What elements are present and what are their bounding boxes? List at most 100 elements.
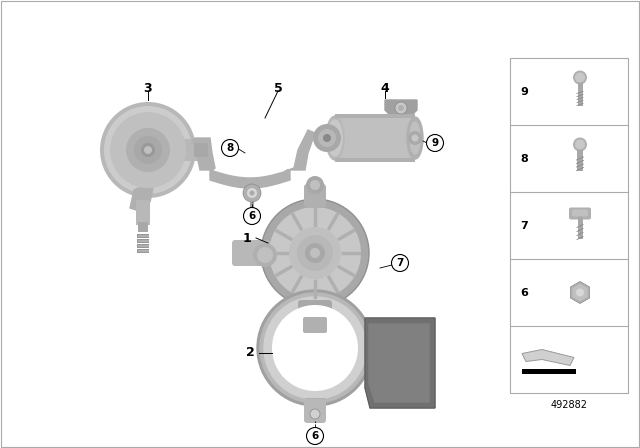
- FancyBboxPatch shape: [304, 184, 326, 208]
- Text: 6: 6: [520, 288, 528, 297]
- Polygon shape: [130, 188, 153, 210]
- FancyBboxPatch shape: [298, 300, 332, 326]
- FancyBboxPatch shape: [569, 207, 591, 220]
- Circle shape: [100, 102, 196, 198]
- Polygon shape: [570, 281, 589, 303]
- Polygon shape: [573, 284, 587, 301]
- Circle shape: [144, 146, 152, 154]
- Ellipse shape: [407, 117, 423, 159]
- Circle shape: [573, 70, 587, 85]
- Circle shape: [318, 129, 336, 147]
- Bar: [138, 222, 148, 232]
- Circle shape: [243, 207, 260, 224]
- Text: 3: 3: [144, 82, 152, 95]
- FancyBboxPatch shape: [303, 317, 327, 333]
- Circle shape: [398, 105, 404, 111]
- Circle shape: [573, 138, 587, 151]
- Bar: [137, 240, 149, 243]
- Bar: [137, 245, 149, 248]
- Circle shape: [289, 227, 341, 279]
- Circle shape: [426, 134, 444, 151]
- FancyBboxPatch shape: [194, 143, 208, 157]
- Circle shape: [247, 188, 257, 198]
- Circle shape: [323, 134, 331, 142]
- Bar: [335, 116, 415, 160]
- Bar: [250, 201, 254, 215]
- Text: 9: 9: [431, 138, 438, 148]
- Polygon shape: [385, 100, 417, 116]
- Bar: [510, 58, 628, 393]
- Bar: [138, 246, 148, 247]
- Polygon shape: [285, 130, 315, 171]
- Circle shape: [257, 290, 373, 406]
- Polygon shape: [369, 324, 429, 402]
- Ellipse shape: [328, 120, 342, 156]
- Circle shape: [110, 112, 186, 188]
- Text: 8: 8: [227, 143, 234, 153]
- Ellipse shape: [410, 122, 420, 154]
- Circle shape: [265, 298, 365, 398]
- Circle shape: [305, 243, 325, 263]
- Text: 8: 8: [520, 154, 528, 164]
- Circle shape: [392, 254, 408, 271]
- Text: 6: 6: [312, 431, 319, 441]
- FancyBboxPatch shape: [572, 210, 588, 216]
- Bar: [138, 236, 148, 237]
- Text: 2: 2: [246, 346, 254, 359]
- Polygon shape: [210, 170, 290, 188]
- Circle shape: [141, 143, 155, 157]
- Circle shape: [310, 409, 320, 419]
- Circle shape: [261, 199, 369, 307]
- Bar: [522, 369, 576, 374]
- Circle shape: [575, 73, 585, 82]
- Circle shape: [576, 289, 584, 297]
- Bar: [305, 398, 325, 418]
- Polygon shape: [193, 138, 215, 170]
- Circle shape: [250, 190, 255, 195]
- Circle shape: [134, 136, 162, 164]
- Circle shape: [272, 305, 358, 391]
- Text: 4: 4: [381, 82, 389, 95]
- Circle shape: [104, 106, 192, 194]
- Bar: [577, 145, 583, 171]
- Bar: [335, 158, 415, 162]
- Circle shape: [395, 102, 407, 114]
- Circle shape: [253, 243, 277, 267]
- FancyBboxPatch shape: [304, 399, 326, 423]
- Circle shape: [412, 134, 419, 142]
- Text: 7: 7: [520, 220, 528, 231]
- Polygon shape: [365, 318, 435, 408]
- Polygon shape: [522, 349, 574, 366]
- Circle shape: [126, 128, 170, 172]
- Bar: [335, 114, 415, 118]
- Bar: [136, 200, 150, 225]
- Text: 6: 6: [248, 211, 255, 221]
- Text: 9: 9: [520, 86, 528, 96]
- Circle shape: [257, 247, 273, 263]
- Circle shape: [307, 427, 323, 444]
- Circle shape: [243, 184, 261, 202]
- Bar: [137, 250, 149, 253]
- Circle shape: [297, 235, 333, 271]
- FancyBboxPatch shape: [232, 240, 270, 266]
- Circle shape: [269, 207, 361, 299]
- Text: 492882: 492882: [550, 400, 588, 410]
- Circle shape: [313, 124, 341, 152]
- Text: 7: 7: [396, 258, 404, 268]
- Circle shape: [310, 180, 320, 190]
- Circle shape: [306, 176, 324, 194]
- Bar: [577, 78, 582, 105]
- Bar: [137, 234, 149, 238]
- Circle shape: [221, 139, 239, 156]
- Bar: [577, 215, 582, 240]
- Text: 5: 5: [274, 82, 282, 95]
- Bar: [138, 241, 148, 242]
- Circle shape: [310, 248, 320, 258]
- Circle shape: [263, 201, 367, 305]
- FancyBboxPatch shape: [181, 139, 203, 161]
- Circle shape: [575, 139, 585, 150]
- Bar: [138, 250, 148, 253]
- Ellipse shape: [326, 116, 344, 160]
- Text: 1: 1: [243, 232, 252, 245]
- Circle shape: [408, 131, 422, 145]
